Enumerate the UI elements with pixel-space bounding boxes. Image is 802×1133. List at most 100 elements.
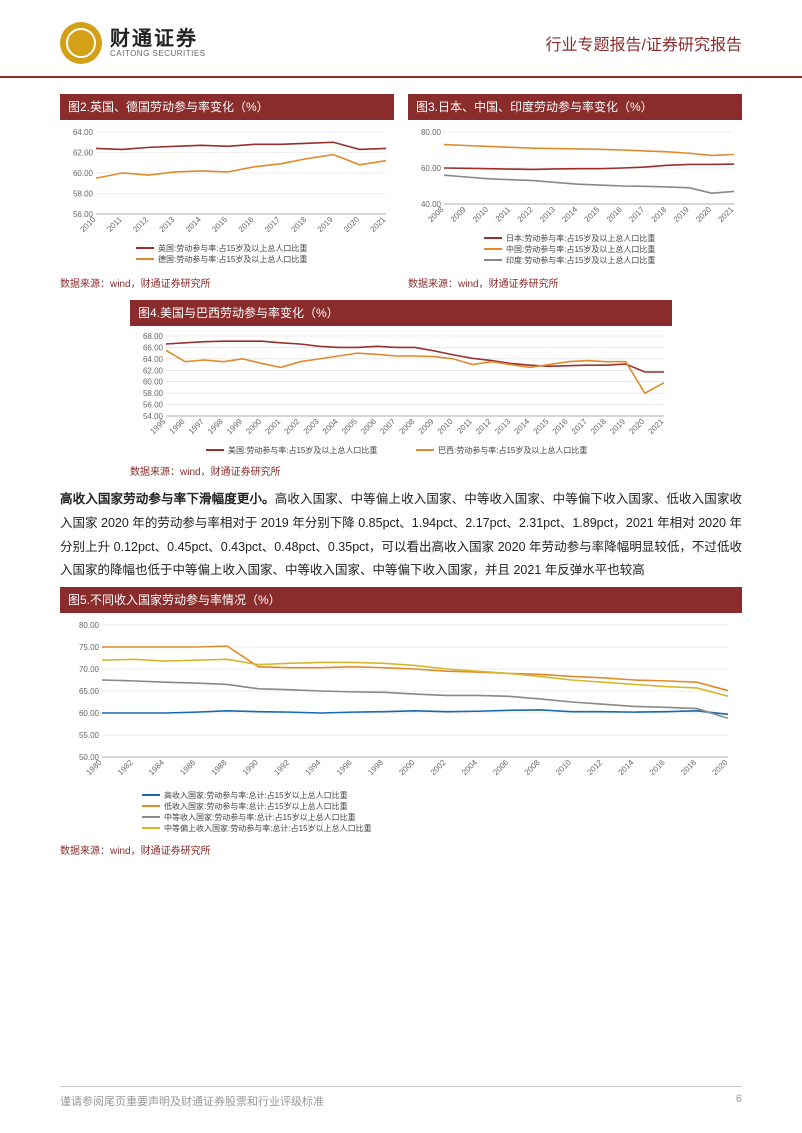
svg-text:1996: 1996 bbox=[335, 758, 354, 777]
svg-text:2014: 2014 bbox=[512, 417, 531, 436]
svg-text:1998: 1998 bbox=[206, 417, 225, 436]
svg-text:2019: 2019 bbox=[608, 417, 627, 436]
svg-text:80.00: 80.00 bbox=[421, 128, 442, 137]
svg-text:2014: 2014 bbox=[184, 215, 203, 234]
svg-text:1986: 1986 bbox=[178, 758, 197, 777]
svg-text:英国:劳动参与率:占15岁及以上总人口比重: 英国:劳动参与率:占15岁及以上总人口比重 bbox=[158, 243, 307, 253]
svg-text:2018: 2018 bbox=[679, 758, 698, 777]
caitong-logo-icon bbox=[60, 22, 102, 64]
svg-text:2013: 2013 bbox=[493, 417, 512, 436]
svg-text:60.00: 60.00 bbox=[79, 709, 100, 718]
svg-text:62.00: 62.00 bbox=[143, 366, 164, 375]
svg-text:2019: 2019 bbox=[316, 215, 335, 234]
chart4-svg: 54.0056.0058.0060.0062.0064.0066.0068.00… bbox=[130, 330, 670, 460]
svg-text:2000: 2000 bbox=[397, 758, 416, 777]
svg-text:56.00: 56.00 bbox=[143, 401, 164, 410]
svg-text:1988: 1988 bbox=[210, 758, 229, 777]
svg-text:德国:劳动参与率:占15岁及以上总人口比重: 德国:劳动参与率:占15岁及以上总人口比重 bbox=[158, 254, 307, 264]
svg-text:中等收入国家:劳动参与率:总计:占15岁以上总人口比重: 中等收入国家:劳动参与率:总计:占15岁以上总人口比重 bbox=[164, 812, 356, 822]
svg-text:2011: 2011 bbox=[455, 417, 474, 436]
svg-text:2019: 2019 bbox=[672, 205, 691, 224]
svg-text:低收入国家:劳动参与率:总计:占15岁以上总人口比重: 低收入国家:劳动参与率:总计:占15岁以上总人口比重 bbox=[164, 801, 348, 811]
svg-text:2016: 2016 bbox=[648, 758, 667, 777]
page-number: 6 bbox=[736, 1093, 742, 1109]
chart5-title: 图5.不同收入国家劳动参与率情况（%） bbox=[60, 587, 742, 612]
page-header: 财通证券 CAITONG SECURITIES 行业专题报告/证券研究报告 bbox=[0, 0, 802, 78]
svg-text:60.00: 60.00 bbox=[73, 169, 94, 178]
svg-text:中国:劳动参与率:占15岁及以上总人口比重: 中国:劳动参与率:占15岁及以上总人口比重 bbox=[506, 244, 655, 254]
svg-text:2017: 2017 bbox=[627, 205, 646, 224]
svg-text:日本:劳动参与率:占15岁及以上总人口比重: 日本:劳动参与率:占15岁及以上总人口比重 bbox=[506, 233, 655, 243]
svg-text:2016: 2016 bbox=[237, 215, 256, 234]
svg-text:2015: 2015 bbox=[583, 205, 602, 224]
svg-text:2004: 2004 bbox=[460, 758, 479, 777]
logo-area: 财通证券 CAITONG SECURITIES bbox=[60, 22, 206, 64]
svg-text:2002: 2002 bbox=[429, 758, 448, 777]
svg-text:2012: 2012 bbox=[131, 215, 150, 234]
svg-text:2020: 2020 bbox=[710, 758, 729, 777]
svg-text:2009: 2009 bbox=[417, 417, 436, 436]
svg-text:2021: 2021 bbox=[368, 215, 387, 234]
chart3-svg: 40.0060.0080.002008200920102011201220132… bbox=[408, 124, 740, 272]
svg-text:2007: 2007 bbox=[378, 417, 397, 436]
svg-text:2003: 2003 bbox=[302, 417, 321, 436]
chart2-body: 56.0058.0060.0062.0064.00201020112012201… bbox=[60, 119, 394, 272]
svg-text:1992: 1992 bbox=[272, 758, 291, 777]
svg-text:2021: 2021 bbox=[716, 205, 735, 224]
svg-text:巴西:劳动参与率:占15岁及以上总人口比重: 巴西:劳动参与率:占15岁及以上总人口比重 bbox=[438, 445, 587, 455]
svg-text:2021: 2021 bbox=[646, 417, 665, 436]
chart3-source: 数据来源：wind，财通证券研究所 bbox=[408, 275, 742, 290]
chart4-wrapper: 图4.美国与巴西劳动参与率变化（%） 54.0056.0058.0060.006… bbox=[60, 300, 742, 478]
svg-text:1984: 1984 bbox=[147, 758, 166, 777]
svg-text:2004: 2004 bbox=[321, 417, 340, 436]
chart2-source: 数据来源：wind，财通证券研究所 bbox=[60, 275, 394, 290]
logo-en: CAITONG SECURITIES bbox=[110, 50, 206, 59]
footer: 谨请参阅尾页重要声明及财通证券股票和行业评级标准 6 bbox=[0, 1093, 802, 1109]
svg-text:2006: 2006 bbox=[359, 417, 378, 436]
svg-text:2014: 2014 bbox=[560, 205, 579, 224]
svg-text:2010: 2010 bbox=[436, 417, 455, 436]
svg-text:2000: 2000 bbox=[244, 417, 263, 436]
svg-text:65.00: 65.00 bbox=[79, 687, 100, 696]
svg-text:2018: 2018 bbox=[289, 215, 308, 234]
report-type: 行业专题报告/证券研究报告 bbox=[546, 31, 742, 55]
svg-text:美国:劳动参与率:占15岁及以上总人口比重: 美国:劳动参与率:占15岁及以上总人口比重 bbox=[228, 445, 377, 455]
svg-text:2020: 2020 bbox=[694, 205, 713, 224]
svg-text:2010: 2010 bbox=[554, 758, 573, 777]
svg-text:2011: 2011 bbox=[494, 205, 513, 224]
svg-text:2017: 2017 bbox=[263, 215, 282, 234]
svg-text:2016: 2016 bbox=[605, 205, 624, 224]
svg-text:2017: 2017 bbox=[570, 417, 589, 436]
charts-row-1: 图2.英国、德国劳动参与率变化（%） 56.0058.0060.0062.006… bbox=[60, 94, 742, 300]
svg-text:印度:劳动参与率:占15岁及以上总人口比重: 印度:劳动参与率:占15岁及以上总人口比重 bbox=[506, 255, 655, 265]
chart3-body: 40.0060.0080.002008200920102011201220132… bbox=[408, 119, 742, 272]
logo-cn: 财通证券 bbox=[110, 28, 206, 50]
svg-text:2012: 2012 bbox=[474, 417, 493, 436]
footer-disclaimer: 谨请参阅尾页重要声明及财通证券股票和行业评级标准 bbox=[60, 1093, 324, 1109]
svg-text:58.00: 58.00 bbox=[73, 190, 94, 199]
svg-text:高收入国家:劳动参与率:总计:占15岁以上总人口比重: 高收入国家:劳动参与率:总计:占15岁以上总人口比重 bbox=[164, 790, 348, 800]
svg-text:2013: 2013 bbox=[538, 205, 557, 224]
svg-text:2008: 2008 bbox=[397, 417, 416, 436]
svg-text:2005: 2005 bbox=[340, 417, 359, 436]
svg-text:2018: 2018 bbox=[589, 417, 608, 436]
chart2-svg: 56.0058.0060.0062.0064.00201020112012201… bbox=[60, 124, 392, 272]
svg-text:2006: 2006 bbox=[491, 758, 510, 777]
svg-text:1999: 1999 bbox=[225, 417, 244, 436]
svg-text:64.00: 64.00 bbox=[143, 355, 164, 364]
svg-text:1998: 1998 bbox=[366, 758, 385, 777]
chart4-source: 数据来源：wind，财通证券研究所 bbox=[130, 463, 672, 478]
svg-text:2014: 2014 bbox=[617, 758, 636, 777]
content: 图2.英国、德国劳动参与率变化（%） 56.0058.0060.0062.006… bbox=[0, 78, 802, 857]
svg-text:2018: 2018 bbox=[650, 205, 669, 224]
svg-text:80.00: 80.00 bbox=[79, 621, 100, 630]
chart2-block: 图2.英国、德国劳动参与率变化（%） 56.0058.0060.0062.006… bbox=[60, 94, 394, 300]
svg-text:60.00: 60.00 bbox=[143, 378, 164, 387]
svg-text:2012: 2012 bbox=[585, 758, 604, 777]
svg-text:1982: 1982 bbox=[116, 758, 135, 777]
svg-text:2020: 2020 bbox=[627, 417, 646, 436]
chart4-block: 图4.美国与巴西劳动参与率变化（%） 54.0056.0058.0060.006… bbox=[130, 300, 672, 478]
svg-text:中等偏上收入国家:劳动参与率:总计:占15岁以上总人口比重: 中等偏上收入国家:劳动参与率:总计:占15岁以上总人口比重 bbox=[164, 823, 372, 833]
chart4-title: 图4.美国与巴西劳动参与率变化（%） bbox=[130, 300, 672, 325]
para-bold: 高收入国家劳动参与率下滑幅度更小。 bbox=[60, 492, 275, 506]
